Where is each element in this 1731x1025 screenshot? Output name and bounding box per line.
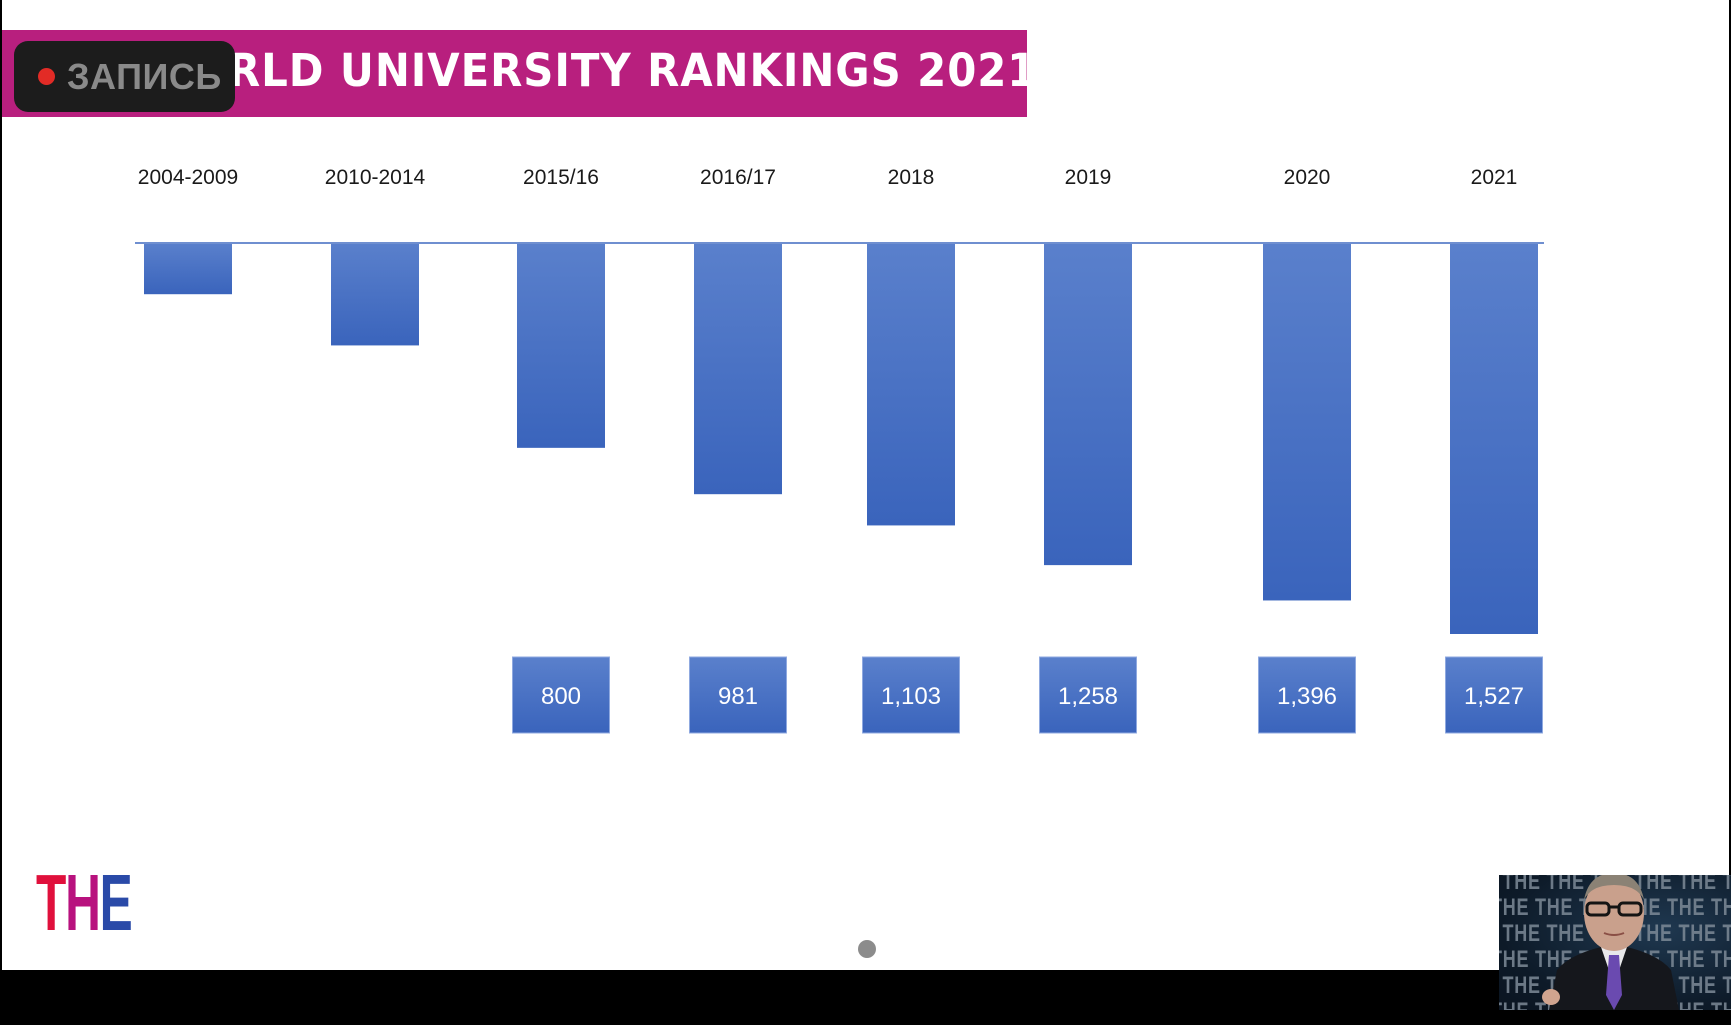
category-label: 2015/16 — [523, 166, 599, 189]
bar-2004-2009 — [144, 243, 232, 295]
bar-2015/16 — [517, 243, 605, 448]
logo-letter-h: H — [65, 858, 101, 947]
value-label: 1,527 — [1464, 683, 1524, 710]
the-logo: T H E — [36, 858, 133, 947]
bar-2020 — [1263, 243, 1351, 601]
speaker-figure — [1542, 875, 1679, 1010]
value-label: 981 — [718, 683, 758, 710]
value-box — [689, 656, 787, 734]
category-label: 2010-2014 — [325, 166, 426, 189]
value-box — [1039, 656, 1137, 734]
category-label: 2018 — [888, 166, 935, 189]
bar-2018 — [867, 243, 955, 526]
bar-2016/17 — [694, 243, 782, 495]
recording-badge[interactable]: ЗАПИСЬ — [14, 41, 235, 112]
presentation-slide: RLD UNIVERSITY RANKINGS 2021 T H E — [2, 0, 1729, 970]
category-label: 2016/17 — [700, 166, 776, 189]
value-label: 1,396 — [1277, 683, 1337, 710]
category-label: 2021 — [1471, 166, 1518, 189]
value-box — [862, 656, 960, 734]
category-label: 2004-2009 — [138, 166, 238, 189]
value-box — [1445, 656, 1543, 734]
category-labels: 2004-2009 2010-2014 2015/16 2016/17 2018 2019… — [138, 166, 1518, 189]
logo-letter-t: T — [36, 858, 66, 947]
bar-chart: 2004-2009 2010-2014 2015/16 2016/17 2018 2019… — [135, 166, 1544, 734]
slide-title: RLD UNIVERSITY RANKINGS 2021 — [228, 44, 1027, 97]
slide-indicator-dot[interactable] — [858, 940, 876, 958]
value-labels: 800 981 1,103 1,258 1,396 1,527 — [512, 656, 1543, 734]
bar-2019 — [1044, 243, 1132, 566]
bar-2010-2014 — [331, 243, 419, 346]
speaker-video-thumbnail[interactable]: THE THE THE THE THE THE THE THE THE THE … — [1499, 875, 1731, 1010]
chart-bars — [144, 243, 1538, 634]
value-label: 1,103 — [881, 683, 941, 710]
value-label: 1,258 — [1058, 683, 1118, 710]
recording-dot-icon — [38, 68, 55, 85]
category-label: 2019 — [1065, 166, 1112, 189]
value-box — [1258, 656, 1356, 734]
recording-label: ЗАПИСЬ — [67, 55, 222, 97]
logo-letter-e: E — [99, 858, 133, 947]
value-label: 800 — [541, 683, 581, 710]
value-box — [512, 656, 610, 734]
category-label: 2020 — [1284, 166, 1331, 189]
bar-2021 — [1450, 243, 1538, 634]
